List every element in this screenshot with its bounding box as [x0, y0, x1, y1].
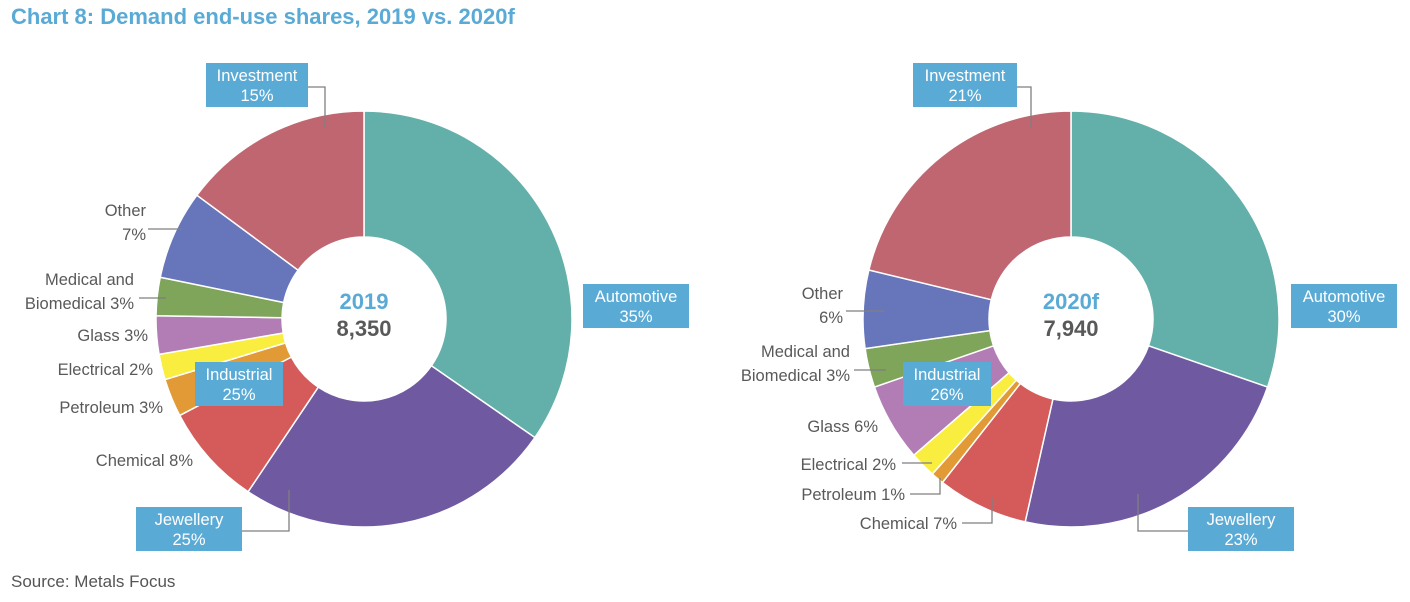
data-label-investment-value: 21% [948, 87, 981, 105]
group-label-industrial-name: Industrial [914, 366, 981, 384]
center-total-value: 7,940 [1043, 316, 1098, 341]
group-label-industrial-name: Industrial [206, 366, 273, 384]
leader-line-investment [1017, 86, 1032, 128]
data-label-petroleum: Petroleum 3% [59, 399, 163, 417]
data-label-jewellery-value: 23% [1224, 531, 1257, 549]
center-year-label: 2020f [1043, 289, 1100, 314]
group-label-industrial-value: 25% [222, 386, 255, 404]
label-box-investment [206, 63, 308, 107]
data-label-jewellery-name: Jewellery [1207, 511, 1277, 529]
data-label-chemical: Chemical 7% [860, 515, 958, 533]
leader-line-investment [308, 86, 326, 128]
data-label-medical-and-biomedical: Biomedical 3% [25, 295, 134, 313]
data-label-other: 6% [819, 309, 843, 327]
label-box-jewellery [1188, 507, 1294, 551]
data-label-other: Other [105, 202, 147, 220]
chart-title: Chart 8: Demand end-use shares, 2019 vs.… [11, 4, 515, 29]
data-label-automotive-value: 30% [1327, 308, 1360, 326]
data-label-other: 7% [122, 226, 146, 244]
data-label-investment-value: 15% [240, 87, 273, 105]
data-label-chemical: Chemical 8% [96, 452, 194, 470]
slice-jewellery [247, 364, 536, 528]
label-box-investment [913, 63, 1017, 107]
leader-line-jewellery [242, 490, 290, 532]
slice-investment [195, 110, 365, 272]
data-label-automotive-name: Automotive [595, 288, 678, 306]
data-label-automotive-name: Automotive [1303, 288, 1386, 306]
slice-automotive [1070, 110, 1280, 388]
data-label-jewellery-value: 25% [172, 531, 205, 549]
slice-automotive [363, 110, 573, 439]
center-year-label: 2019 [340, 289, 389, 314]
data-label-glass: Glass 6% [807, 418, 878, 436]
data-label-automotive-value: 35% [619, 308, 652, 326]
slice-investment [867, 110, 1072, 301]
label-box-industrial [195, 362, 283, 406]
label-box-automotive [583, 284, 689, 328]
leader-line-chemical [962, 497, 993, 524]
data-label-other: Other [802, 285, 844, 303]
data-label-investment-name: Investment [217, 67, 298, 85]
label-box-industrial [903, 362, 991, 406]
group-label-industrial-value: 26% [930, 386, 963, 404]
leader-line-jewellery [1137, 494, 1188, 532]
center-total-value: 8,350 [336, 316, 391, 341]
data-label-jewellery-name: Jewellery [155, 511, 225, 529]
leader-line-petroleum [910, 478, 941, 495]
source-note: Source: Metals Focus [11, 572, 176, 591]
data-label-glass: Glass 3% [77, 327, 148, 345]
data-label-petroleum: Petroleum 1% [801, 486, 905, 504]
data-label-electrical: Electrical 2% [58, 361, 154, 379]
data-label-medical-and-biomedical: Biomedical 3% [741, 367, 850, 385]
data-label-medical-and-biomedical: Medical and [761, 343, 850, 361]
data-label-electrical: Electrical 2% [801, 456, 897, 474]
label-box-automotive [1291, 284, 1397, 328]
data-label-medical-and-biomedical: Medical and [45, 271, 134, 289]
data-label-investment-name: Investment [925, 67, 1006, 85]
label-box-jewellery [136, 507, 242, 551]
slice-jewellery [1024, 344, 1269, 528]
